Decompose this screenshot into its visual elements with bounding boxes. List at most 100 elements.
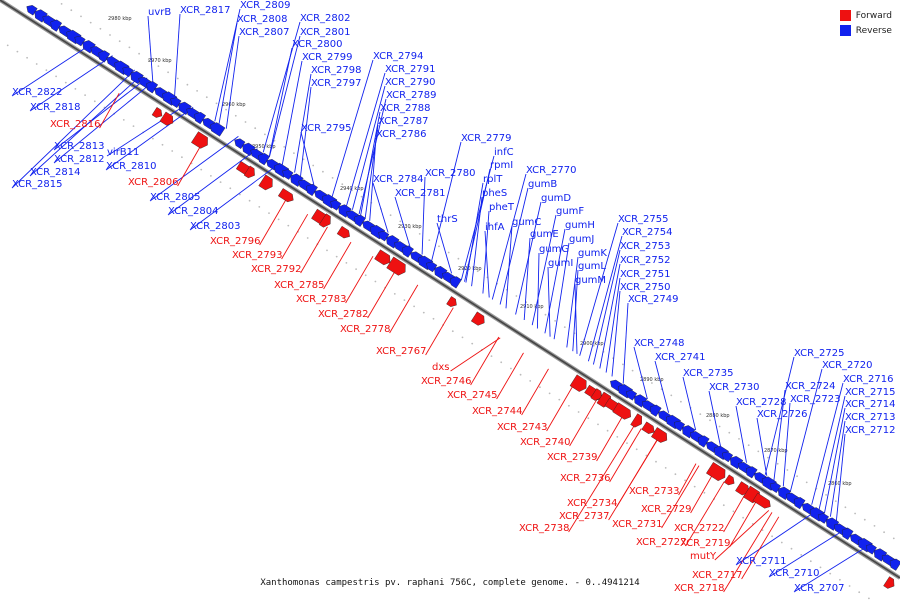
reverse-gene-label[interactable]: gumC xyxy=(512,217,541,228)
reverse-gene-label[interactable]: XCR_2750 xyxy=(620,282,671,293)
forward-gene-label[interactable]: XCR_2733 xyxy=(629,486,680,497)
forward-gene-arrow[interactable] xyxy=(630,413,643,428)
reverse-gene-label[interactable]: gumK xyxy=(578,248,607,259)
reverse-gene-label[interactable]: XCR_2752 xyxy=(620,255,671,266)
reverse-gene-label[interactable]: XCR_2728 xyxy=(736,397,787,408)
reverse-gene-arrow[interactable] xyxy=(242,142,256,157)
reverse-gene-arrow[interactable] xyxy=(777,486,792,500)
forward-gene-label[interactable]: XCR_2744 xyxy=(472,406,523,417)
reverse-gene-label[interactable]: XCR_2724 xyxy=(785,381,836,392)
reverse-gene-label[interactable]: XCR_2715 xyxy=(845,387,896,398)
reverse-gene-arrow[interactable] xyxy=(873,548,888,562)
reverse-gene-label[interactable]: XCR_2770 xyxy=(526,165,577,176)
forward-gene-arrow[interactable] xyxy=(374,249,391,266)
forward-gene-label[interactable]: dxs xyxy=(432,362,449,373)
reverse-gene-arrow[interactable] xyxy=(194,111,206,125)
reverse-gene-label[interactable]: gumJ xyxy=(569,234,594,245)
forward-gene-label[interactable]: XCR_2736 xyxy=(560,473,611,484)
reverse-gene-label[interactable]: XCR_2818 xyxy=(30,102,81,113)
forward-gene-label[interactable]: XCR_2816 xyxy=(50,119,101,130)
reverse-gene-label[interactable]: XCR_2725 xyxy=(794,348,845,359)
reverse-gene-label[interactable]: XCR_2817 xyxy=(180,5,231,16)
reverse-gene-label[interactable]: pheS xyxy=(482,188,507,199)
reverse-gene-label[interactable]: gumB xyxy=(528,179,557,190)
forward-gene-label[interactable]: XCR_2729 xyxy=(641,504,692,515)
reverse-gene-arrow[interactable] xyxy=(681,425,696,439)
forward-gene-arrow[interactable] xyxy=(590,388,602,401)
reverse-gene-arrow[interactable] xyxy=(841,527,854,540)
forward-gene-arrow[interactable] xyxy=(318,213,331,228)
reverse-gene-label[interactable]: infC xyxy=(494,147,514,158)
reverse-gene-label[interactable]: XCR_2800 xyxy=(292,39,343,50)
forward-gene-label[interactable]: XCR_2739 xyxy=(547,452,598,463)
reverse-gene-label[interactable]: XCR_2788 xyxy=(380,103,431,114)
reverse-gene-arrow[interactable] xyxy=(402,245,414,258)
reverse-gene-label[interactable]: XCR_2790 xyxy=(385,77,436,88)
forward-gene-arrow[interactable] xyxy=(258,174,273,191)
forward-gene-label[interactable]: XCR_2792 xyxy=(251,264,302,275)
forward-gene-label[interactable]: XCR_2767 xyxy=(376,346,427,357)
reverse-gene-label[interactable]: XCR_2749 xyxy=(628,294,679,305)
reverse-gene-label[interactable]: virB11 xyxy=(107,147,139,158)
forward-gene-arrow[interactable] xyxy=(641,421,655,434)
reverse-gene-label[interactable]: XCR_2809 xyxy=(240,0,291,11)
forward-gene-label[interactable]: XCR_2738 xyxy=(519,523,570,534)
reverse-gene-label[interactable]: XCR_2807 xyxy=(239,27,290,38)
forward-gene-label[interactable]: XCR_2783 xyxy=(296,294,347,305)
reverse-gene-label[interactable]: XCR_2779 xyxy=(461,133,512,144)
reverse-gene-arrow[interactable] xyxy=(769,482,781,493)
reverse-gene-label[interactable]: XCR_2751 xyxy=(620,269,671,280)
reverse-gene-arrow[interactable] xyxy=(290,173,304,187)
forward-gene-arrow[interactable] xyxy=(151,107,163,118)
reverse-gene-label[interactable]: XCR_2711 xyxy=(736,556,787,567)
reverse-gene-label[interactable]: XCR_2797 xyxy=(311,78,362,89)
reverse-gene-arrow[interactable] xyxy=(306,183,318,197)
reverse-gene-label[interactable]: XCR_2801 xyxy=(300,27,351,38)
forward-gene-label[interactable]: XCR_2737 xyxy=(559,511,610,522)
reverse-gene-label[interactable]: XCR_2781 xyxy=(395,188,446,199)
reverse-gene-label[interactable]: XCR_2726 xyxy=(757,409,808,420)
forward-gene-label[interactable]: XCR_2743 xyxy=(497,422,548,433)
reverse-gene-arrow[interactable] xyxy=(450,276,462,289)
forward-gene-label[interactable]: XCR_2745 xyxy=(447,390,498,401)
reverse-gene-label[interactable]: XCR_2723 xyxy=(790,394,841,405)
forward-gene-label[interactable]: XCR_2782 xyxy=(318,309,369,320)
reverse-gene-arrow[interactable] xyxy=(170,97,182,108)
reverse-gene-label[interactable]: gumG xyxy=(539,244,569,255)
reverse-gene-arrow[interactable] xyxy=(817,513,829,524)
forward-gene-label[interactable]: XCR_2727 xyxy=(636,537,687,548)
reverse-gene-arrow[interactable] xyxy=(234,138,246,149)
reverse-gene-label[interactable]: uvrB xyxy=(148,7,171,18)
reverse-gene-arrow[interactable] xyxy=(426,261,438,273)
reverse-gene-label[interactable]: XCR_2755 xyxy=(618,214,669,225)
reverse-gene-label[interactable]: XCR_2798 xyxy=(311,65,362,76)
reverse-gene-label[interactable]: XCR_2730 xyxy=(709,382,760,393)
reverse-gene-label[interactable]: XCR_2803 xyxy=(190,221,241,232)
reverse-gene-arrow[interactable] xyxy=(889,558,900,571)
reverse-gene-label[interactable]: XCR_2741 xyxy=(655,352,706,363)
reverse-gene-label[interactable]: XCR_2712 xyxy=(845,425,896,436)
reverse-gene-label[interactable]: XCR_2787 xyxy=(378,116,429,127)
legend-reverse[interactable]: Reverse xyxy=(839,23,892,38)
forward-gene-label[interactable]: XCR_2731 xyxy=(612,519,663,530)
reverse-gene-arrow[interactable] xyxy=(793,497,806,510)
reverse-gene-arrow[interactable] xyxy=(354,214,366,227)
forward-gene-arrow[interactable] xyxy=(651,427,668,443)
forward-gene-label[interactable]: XCR_2796 xyxy=(210,236,261,247)
reverse-gene-arrow[interactable] xyxy=(825,517,840,531)
forward-gene-label[interactable]: XCR_2740 xyxy=(520,437,571,448)
forward-gene-label[interactable]: mutY xyxy=(690,551,717,562)
forward-gene-label[interactable]: XCR_2719 xyxy=(680,538,731,549)
forward-gene-label[interactable]: XCR_2746 xyxy=(421,376,472,387)
reverse-gene-label[interactable]: XCR_2753 xyxy=(620,241,671,252)
reverse-gene-label[interactable]: XCR_2714 xyxy=(845,399,896,410)
reverse-gene-label[interactable]: XCR_2813 xyxy=(54,141,105,152)
reverse-gene-label[interactable]: XCR_2786 xyxy=(376,129,427,140)
forward-gene-arrow[interactable] xyxy=(159,111,174,126)
reverse-gene-arrow[interactable] xyxy=(98,50,111,63)
reverse-gene-label[interactable]: XCR_2794 xyxy=(373,51,424,62)
reverse-gene-label[interactable]: gumL xyxy=(578,261,606,272)
reverse-gene-label[interactable]: XCR_2799 xyxy=(302,52,353,63)
forward-gene-label[interactable]: XCR_2778 xyxy=(340,324,391,335)
reverse-gene-arrow[interactable] xyxy=(130,70,144,85)
